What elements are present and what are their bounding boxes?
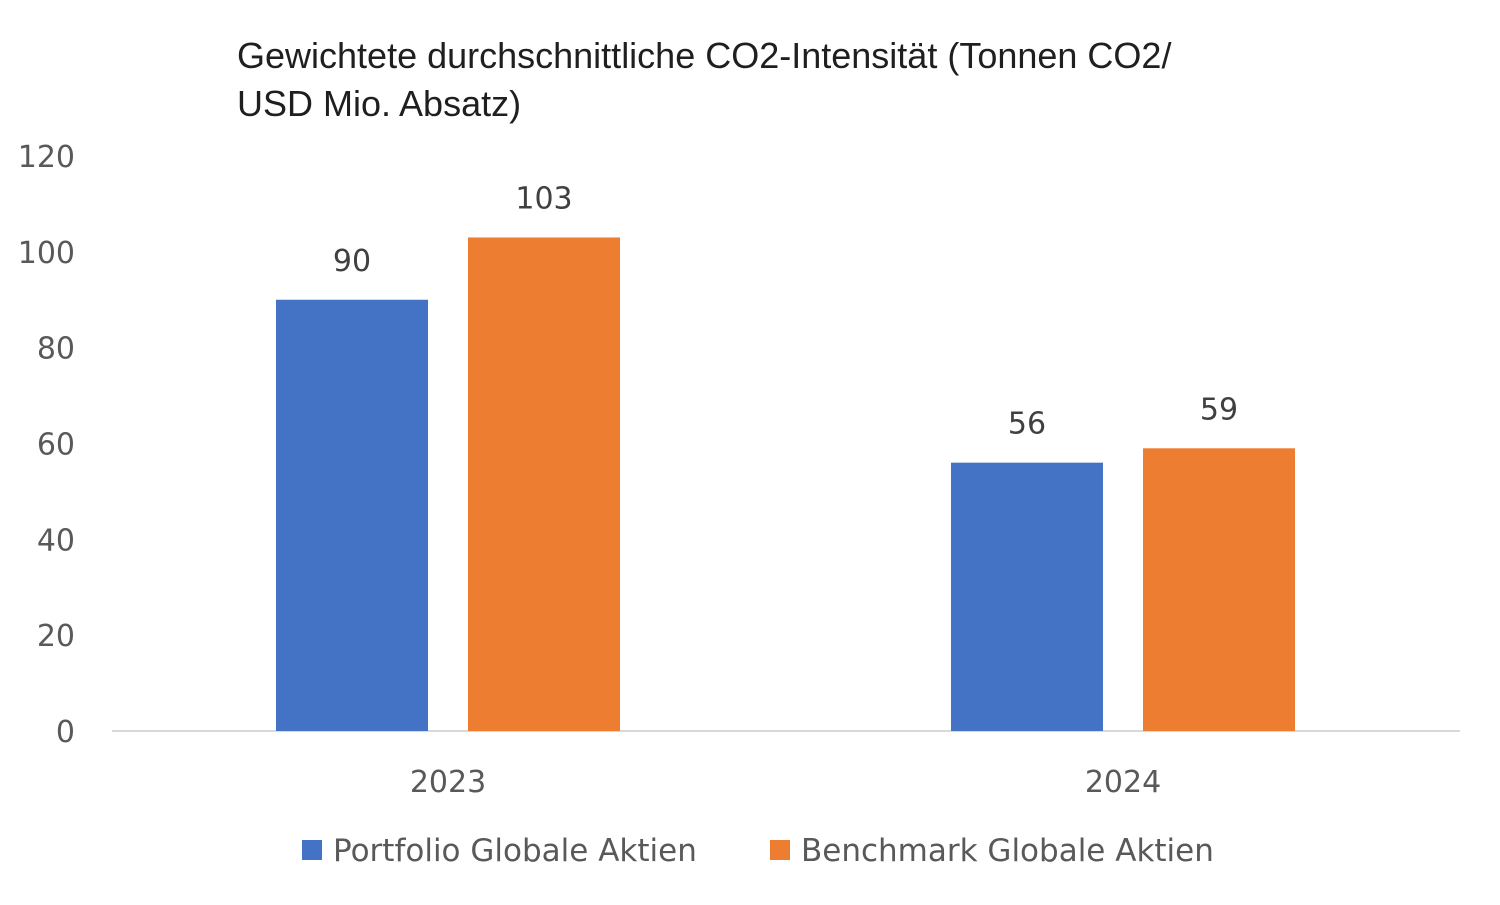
y-tick-label: 80 (37, 332, 75, 367)
bars: 90 103 56 59 (276, 181, 1295, 732)
bar-benchmark-globale-aktien-2023 (468, 237, 620, 732)
y-tick-label: 100 (18, 236, 75, 271)
data-label: 90 (333, 244, 371, 279)
bar-portfolio-globale-aktien-2024 (951, 462, 1103, 731)
x-tick-label: 2023 (410, 765, 486, 800)
bar-portfolio-globale-aktien-2023 (276, 299, 428, 731)
legend-swatch (302, 840, 322, 860)
y-tick-label: 20 (37, 619, 75, 654)
x-tick-label: 2024 (1085, 765, 1161, 800)
data-label: 56 (1008, 407, 1046, 442)
bar-benchmark-globale-aktien-2024 (1143, 448, 1295, 731)
y-tick-label: 120 (18, 140, 75, 175)
legend-swatch (770, 840, 790, 860)
data-label: 103 (515, 181, 572, 216)
x-axis: 2023 2024 (410, 765, 1161, 800)
legend-label: Portfolio Globale Aktien (333, 833, 697, 869)
chart-title-line-1: Gewichtete durchschnittliche CO2-Intensi… (237, 35, 1171, 76)
chart-title-line-2: USD Mio. Absatz) (237, 83, 521, 124)
legend-label: Benchmark Globale Aktien (801, 833, 1214, 869)
data-label: 59 (1200, 392, 1238, 427)
y-tick-label: 60 (37, 428, 75, 463)
y-axis: 0 20 40 60 80 100 120 (18, 140, 75, 750)
y-tick-label: 0 (56, 715, 75, 750)
y-tick-label: 40 (37, 523, 75, 558)
legend: Portfolio Globale Aktien Benchmark Global… (302, 833, 1214, 869)
